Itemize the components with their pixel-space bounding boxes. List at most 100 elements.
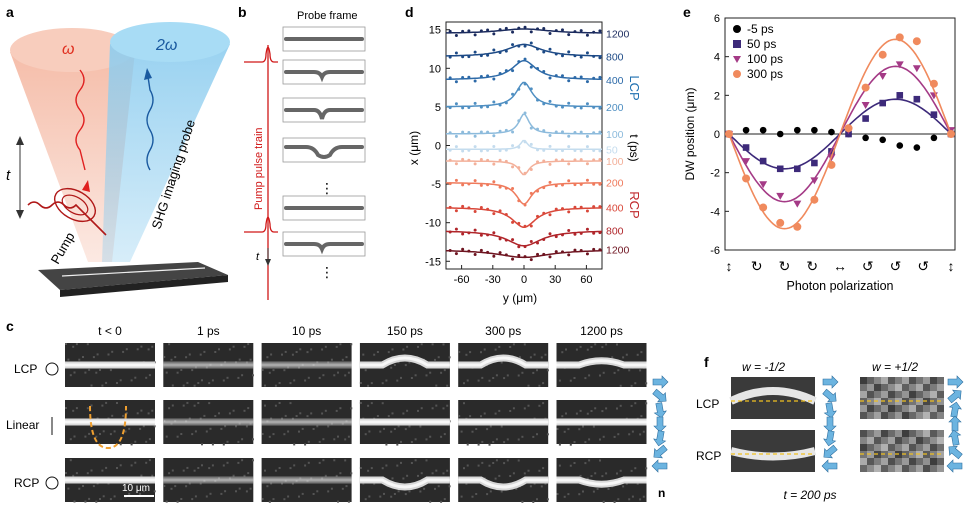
- noise: [245, 490, 248, 493]
- noise: [318, 440, 321, 443]
- noise: [636, 353, 639, 356]
- noise: [602, 435, 605, 438]
- series-point: [492, 32, 496, 36]
- series-point: [473, 33, 477, 37]
- y-tick-label: 4: [714, 52, 720, 64]
- pixel: [930, 458, 937, 465]
- noise: [247, 343, 250, 346]
- probe-wave: [146, 69, 154, 171]
- noise: [220, 363, 223, 366]
- noise: [477, 379, 480, 382]
- noise: [350, 472, 353, 475]
- noise: [208, 467, 211, 470]
- series-point: [536, 127, 540, 131]
- noise: [73, 371, 76, 374]
- domain-outline: [89, 405, 127, 450]
- noise: [293, 379, 296, 382]
- pixel: [937, 458, 944, 465]
- series-point: [542, 129, 546, 133]
- noise: [556, 428, 559, 430]
- noise: [494, 412, 497, 415]
- noise: [185, 420, 188, 423]
- series-point: [467, 231, 471, 235]
- pixel: [937, 405, 944, 412]
- noise: [492, 377, 495, 379]
- noise: [232, 345, 235, 348]
- spin-arrow: [651, 459, 668, 473]
- pixel: [874, 384, 881, 391]
- noise: [341, 422, 344, 425]
- image-background: [163, 343, 254, 387]
- noise: [480, 415, 482, 418]
- noise: [163, 356, 166, 358]
- series-point: [598, 205, 602, 209]
- noise: [291, 417, 294, 420]
- pixel: [888, 405, 895, 412]
- noise: [546, 369, 549, 372]
- noise: [460, 430, 463, 433]
- domain-wall-line: [61, 267, 206, 277]
- noise: [266, 485, 269, 488]
- noise: [163, 485, 166, 487]
- noise: [151, 474, 154, 477]
- noise: [521, 500, 524, 503]
- noise: [312, 428, 315, 430]
- pump-label: Pump: [48, 230, 78, 267]
- series-point: [448, 106, 452, 110]
- noise: [301, 427, 304, 430]
- domain-wall-core: [556, 359, 647, 367]
- noise: [243, 409, 246, 412]
- series-point: [529, 240, 533, 244]
- series-point: [579, 231, 583, 235]
- noise: [208, 402, 211, 405]
- noise: [408, 361, 411, 364]
- x-tick-label: -30: [485, 274, 501, 286]
- noise: [498, 345, 501, 348]
- series-point: [598, 158, 602, 162]
- noise: [65, 472, 67, 474]
- noise: [78, 487, 81, 490]
- noise: [235, 361, 237, 364]
- noise: [367, 404, 370, 407]
- noise: [344, 438, 347, 441]
- series-point: [542, 26, 546, 30]
- legend-marker: [733, 25, 741, 33]
- series-label: 800: [606, 225, 624, 237]
- noise: [321, 412, 324, 415]
- column-header: 1 ps: [197, 324, 220, 338]
- spin-arrow: [653, 402, 667, 419]
- data-point: [793, 222, 802, 231]
- sample-image: [65, 458, 156, 503]
- polarization-symbol: ↕: [726, 258, 733, 274]
- pixel: [937, 444, 944, 451]
- noise: [109, 498, 112, 501]
- arrow-shape: [947, 389, 962, 404]
- noise: [594, 472, 597, 475]
- noise: [488, 443, 491, 446]
- series-point: [448, 158, 452, 162]
- noise: [544, 482, 547, 485]
- sample-image: [359, 343, 451, 387]
- noise: [95, 371, 98, 374]
- series-point: [560, 130, 564, 134]
- noise: [494, 477, 497, 480]
- noise: [359, 382, 362, 384]
- series-point: [461, 106, 465, 110]
- legend-marker: [733, 56, 741, 63]
- series-point: [517, 44, 521, 48]
- series-point: [511, 130, 515, 134]
- noise: [287, 430, 290, 433]
- pixel: [867, 465, 874, 472]
- noise: [306, 415, 309, 418]
- spin-arrow: [821, 459, 838, 473]
- panel-f: f w = -1/2 w = +1/2 LCP RCP t = 200 ps: [696, 354, 964, 502]
- series-point: [585, 162, 589, 166]
- noise: [611, 356, 614, 359]
- noise: [304, 464, 307, 467]
- noise: [281, 417, 283, 420]
- noise: [406, 474, 409, 477]
- noise: [601, 346, 604, 349]
- noise: [500, 490, 503, 493]
- series-point: [479, 233, 483, 237]
- series-point: [473, 50, 477, 54]
